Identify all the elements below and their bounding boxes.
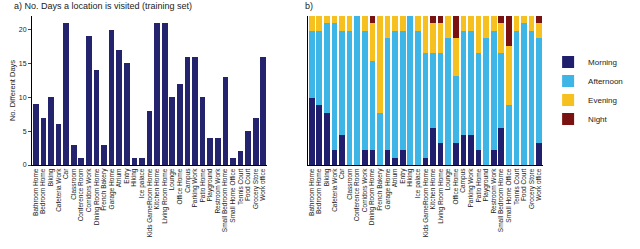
svg-text:Dining Room Home: Dining Room Home [369,168,377,225]
svg-text:Corridors Work: Corridors Work [361,168,368,212]
svg-text:Playground: Playground [206,168,214,201]
svg-text:Campus: Campus [184,168,192,193]
svg-text:Restroom Work: Restroom Work [490,168,497,214]
svg-text:Parking Work: Parking Work [467,168,475,208]
svg-text:Garage Home: Garage Home [108,168,116,209]
svg-text:Living Room Home: Living Room Home [437,168,445,224]
svg-text:Tennis Court: Tennis Court [237,168,244,205]
svg-text:Patio Home: Patio Home [475,168,482,202]
svg-text:5: 5 [23,128,27,135]
svg-text:Ice palace: Ice palace [414,168,422,198]
svg-text:Morning: Morning [588,58,617,67]
svg-text:Night: Night [588,115,607,124]
svg-text:Bathroom Home: Bathroom Home [308,168,315,216]
svg-text:Living Room Home: Living Room Home [161,168,169,224]
svg-text:Afternoon: Afternoon [588,77,623,86]
svg-text:10: 10 [19,94,27,101]
svg-text:a) No. Days a location is visi: a) No. Days a location is visited (train… [14,1,192,11]
svg-text:Patio Home: Patio Home [199,168,206,202]
svg-text:Small Bedroom Home: Small Bedroom Home [221,168,228,232]
svg-text:Classroom: Classroom [346,169,353,200]
svg-text:No. Different Days: No. Different Days [8,60,17,121]
svg-text:Small Bedroom Home: Small Bedroom Home [497,168,504,232]
svg-text:Evening: Evening [588,96,617,105]
svg-text:Corridors Work: Corridors Work [85,168,92,212]
svg-text:Hiking: Hiking [130,168,138,186]
svg-text:French Bakery: French Bakery [100,168,108,211]
svg-text:Bedroom Home: Bedroom Home [315,168,322,214]
svg-text:Conference Room: Conference Room [353,169,360,222]
svg-text:Grocery Store: Grocery Store [252,168,260,209]
svg-text:Kids GameRoom Home: Kids GameRoom Home [422,168,429,237]
svg-text:Tennis Court: Tennis Court [513,168,520,205]
svg-text:Campus: Campus [459,168,467,193]
svg-text:Work office: Work office [259,168,266,201]
svg-text:Small Home Office: Small Home Office [229,168,236,222]
svg-text:Kitchen Home: Kitchen Home [429,168,436,209]
svg-text:Biking: Biking [47,168,55,186]
svg-text:Lounge: Lounge [168,168,176,190]
svg-text:Conference Room: Conference Room [77,169,84,222]
svg-text:Hiking: Hiking [406,168,414,186]
svg-text:Cafeteria Work: Cafeteria Work [331,168,338,212]
svg-text:Dining Room Home: Dining Room Home [93,168,101,225]
svg-text:b): b) [305,1,313,11]
svg-text:Bedroom Home: Bedroom Home [39,168,46,214]
svg-text:Atrium: Atrium [391,169,398,188]
svg-text:Atrium: Atrium [115,169,122,188]
svg-text:Kids GameRoom Home: Kids GameRoom Home [146,168,153,237]
svg-text:0: 0 [23,161,27,168]
svg-text:Small Home Office: Small Home Office [505,168,512,222]
svg-text:Ice palace: Ice palace [138,168,146,198]
svg-text:Garage Home: Garage Home [384,168,392,209]
svg-text:French Bakery: French Bakery [376,168,384,211]
svg-text:Parking Work: Parking Work [191,168,199,208]
svg-text:Playground: Playground [482,168,490,201]
svg-text:Car: Car [62,168,69,179]
svg-text:Office Home: Office Home [452,168,459,204]
svg-text:Grocery Store: Grocery Store [528,168,536,209]
svg-text:Kitchen Home: Kitchen Home [153,168,160,209]
svg-text:Entry: Entry [399,168,407,184]
svg-text:Car: Car [338,168,345,179]
svg-text:Bathroom Home: Bathroom Home [32,168,39,216]
svg-text:Office Home: Office Home [176,168,183,204]
svg-text:Biking: Biking [323,168,331,186]
svg-text:Restroom Work: Restroom Work [214,168,221,214]
svg-text:20: 20 [19,26,27,33]
svg-text:Food Court: Food Court [520,168,527,201]
svg-text:Entry: Entry [123,168,131,184]
svg-text:15: 15 [19,60,27,67]
svg-text:Work office: Work office [535,168,542,201]
svg-text:Food Court: Food Court [244,168,251,201]
svg-text:Lounge: Lounge [444,168,452,190]
svg-text:Classroom: Classroom [70,169,77,200]
svg-text:Cafeteria Work: Cafeteria Work [55,168,62,212]
